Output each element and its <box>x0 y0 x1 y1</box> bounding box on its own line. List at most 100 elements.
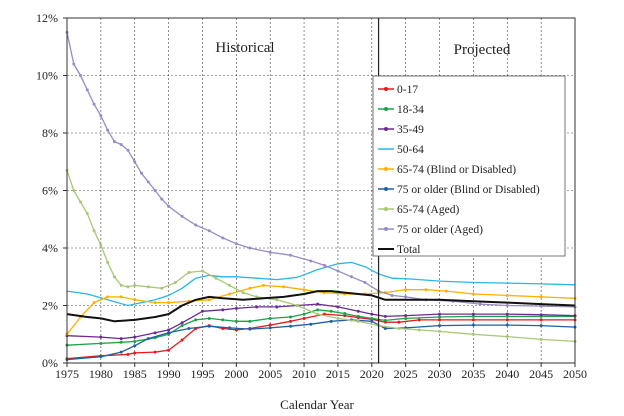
series-point-7 <box>349 275 353 279</box>
legend-entry-label: 18-34 <box>397 104 424 116</box>
series-point-7 <box>404 295 408 299</box>
series-point-7 <box>505 304 509 307</box>
series-point-7 <box>126 148 130 152</box>
series-point-1 <box>438 315 442 319</box>
series-point-1 <box>356 314 360 318</box>
series-line-8 <box>66 290 576 323</box>
y-tick-label: 12% <box>36 11 58 25</box>
series-point-6 <box>228 283 232 287</box>
legend-swatch-marker <box>384 107 388 111</box>
series-point-4 <box>106 295 110 299</box>
x-tick-label: 2040 <box>495 367 519 381</box>
series-point-2 <box>356 309 360 313</box>
series-point-6 <box>438 329 442 333</box>
series-point-0 <box>417 318 421 322</box>
series-point-7 <box>72 62 76 66</box>
x-tick-label: 2050 <box>563 367 587 381</box>
series-point-6 <box>356 319 360 323</box>
series-point-4 <box>248 286 252 290</box>
series-point-2 <box>316 302 320 306</box>
series-point-0 <box>505 318 509 322</box>
series-point-0 <box>167 348 171 352</box>
x-tick-label: 2035 <box>461 367 485 381</box>
series-point-7 <box>539 304 543 308</box>
series-point-1 <box>343 312 347 316</box>
legend-entry-label: 65-74 (Aged) <box>397 204 459 216</box>
series-point-2 <box>167 328 171 332</box>
series-point-1 <box>119 340 123 344</box>
series-point-1 <box>505 314 509 318</box>
series-point-7 <box>194 223 198 227</box>
series-point-7 <box>106 128 110 132</box>
series-point-1 <box>383 318 387 322</box>
series-point-5 <box>268 326 272 330</box>
series-point-7 <box>322 263 326 267</box>
series-point-5 <box>309 322 313 326</box>
series-point-4 <box>153 301 157 305</box>
series-point-2 <box>471 312 475 316</box>
series-point-0 <box>539 318 543 322</box>
series-point-7 <box>309 259 313 263</box>
series-point-2 <box>234 306 238 310</box>
series-point-4 <box>302 288 306 292</box>
series-point-5 <box>505 323 509 327</box>
series-point-7 <box>207 229 211 233</box>
series-point-7 <box>248 246 252 250</box>
series-point-1 <box>133 339 137 343</box>
series-point-2 <box>255 305 259 309</box>
y-tick-label: 10% <box>36 69 58 83</box>
legend-swatch-marker <box>384 167 388 171</box>
series-point-5 <box>133 344 137 348</box>
x-tick-label: 1995 <box>190 367 214 381</box>
series-point-4 <box>282 285 286 289</box>
series-point-0 <box>397 320 401 324</box>
series-point-2 <box>221 308 225 312</box>
series-point-6 <box>85 212 89 215</box>
series-point-2 <box>133 335 137 339</box>
series-point-7 <box>363 281 367 284</box>
series-point-0 <box>289 319 293 323</box>
series-point-4 <box>228 292 232 296</box>
series-point-6 <box>241 291 245 295</box>
series-point-0 <box>234 328 238 332</box>
series-point-7 <box>85 88 89 92</box>
x-tick-label: 2030 <box>428 367 452 381</box>
y-tick-label: 4% <box>42 241 58 255</box>
series-point-1 <box>221 318 225 322</box>
series-point-4 <box>404 288 408 292</box>
series-point-5 <box>207 324 211 328</box>
series-point-5 <box>383 327 387 330</box>
series-point-2 <box>336 305 340 309</box>
y-tick-label: 8% <box>42 126 58 140</box>
series-point-6 <box>417 328 421 332</box>
x-tick-label: 1975 <box>55 367 79 381</box>
series-point-4 <box>539 295 543 299</box>
series-line-7 <box>66 32 576 308</box>
series-point-2 <box>370 312 374 316</box>
series-point-0 <box>133 351 137 355</box>
series-point-0 <box>180 338 184 342</box>
x-tick-label: 2010 <box>292 367 316 381</box>
tick-labels: 0% 2% 4% 6% 8% 10% 12% 1975 1980 1985 1990 1995 2000… <box>36 11 587 381</box>
series-point-2 <box>505 312 509 316</box>
y-tick-label: 6% <box>42 184 58 198</box>
legend-entry-label: 75 or older (Aged) <box>397 224 483 236</box>
series-point-1 <box>248 319 252 323</box>
series-point-0 <box>471 318 475 322</box>
series-point-7 <box>133 160 137 164</box>
series-point-7 <box>79 74 83 77</box>
legend-entry-label: 50-64 <box>397 144 424 156</box>
series-point-2 <box>119 337 123 341</box>
legend-swatch-marker <box>384 187 388 191</box>
series-point-6 <box>336 316 340 320</box>
series-point-4 <box>133 298 137 302</box>
x-axis-title: Calendar Year <box>280 397 354 412</box>
series-point-1 <box>404 316 408 320</box>
series-point-1 <box>99 341 103 345</box>
series-point-0 <box>438 318 442 322</box>
series-point-6 <box>316 312 320 316</box>
series-point-4 <box>119 295 123 299</box>
series-point-4 <box>505 293 509 297</box>
series-point-6 <box>160 286 164 290</box>
series-point-6 <box>539 337 543 341</box>
